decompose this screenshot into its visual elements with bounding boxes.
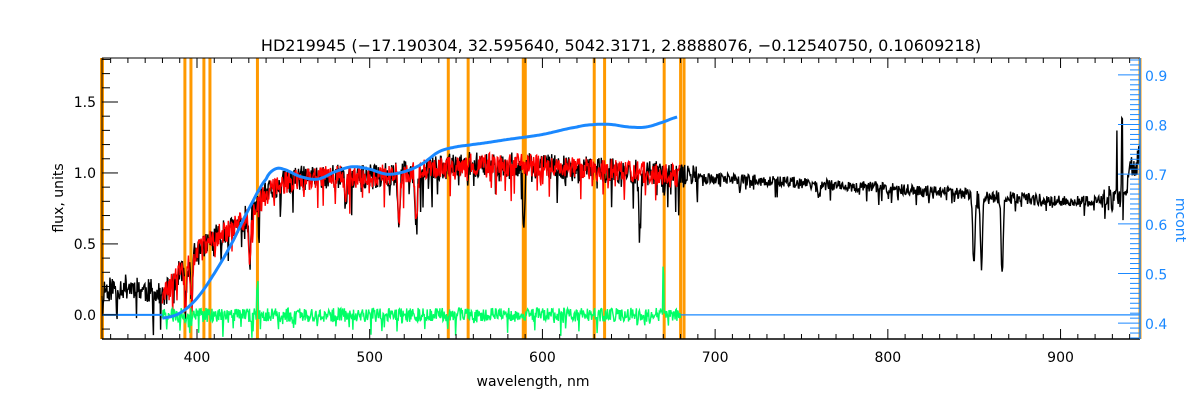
x-tick-label: 700: [702, 350, 729, 366]
y2-tick-label: 0.5: [1145, 267, 1167, 283]
x-tick-label: 500: [356, 350, 383, 366]
y2-tick-label: 0.7: [1145, 168, 1167, 184]
y2-tick-label: 0.4: [1145, 317, 1167, 333]
y2-tick-label: 0.9: [1145, 69, 1167, 85]
y-tick-label: 0.0: [74, 308, 96, 324]
model-flux-line: [161, 151, 681, 317]
y-tick-label: 0.5: [74, 237, 96, 253]
y2-tick-label: 0.8: [1145, 119, 1167, 135]
x-tick-label: 800: [874, 350, 901, 366]
x-tick-label: 400: [184, 350, 211, 366]
residual-line: [161, 266, 682, 338]
y-tick-label: 1.5: [74, 95, 96, 111]
x-tick-label: 600: [529, 350, 556, 366]
y-axis-label: flux, units: [51, 163, 67, 232]
chart-title: HD219945 (−17.190304, 32.595640, 5042.31…: [261, 36, 981, 55]
y2-axis-label: mcont: [1172, 198, 1188, 243]
y-tick-label: 1.0: [74, 166, 96, 182]
y2-tick-label: 0.6: [1145, 218, 1167, 234]
axes: 400 500 600 700 800 900 0.0 0.5 1.0 1.5 0.4 0.5 0.6 0…: [74, 57, 1167, 366]
mcont-line: [162, 115, 678, 320]
x-axis-label: wavelength, nm: [477, 374, 590, 390]
x-tick-label: 900: [1047, 350, 1074, 366]
series-group: [101, 115, 1141, 338]
